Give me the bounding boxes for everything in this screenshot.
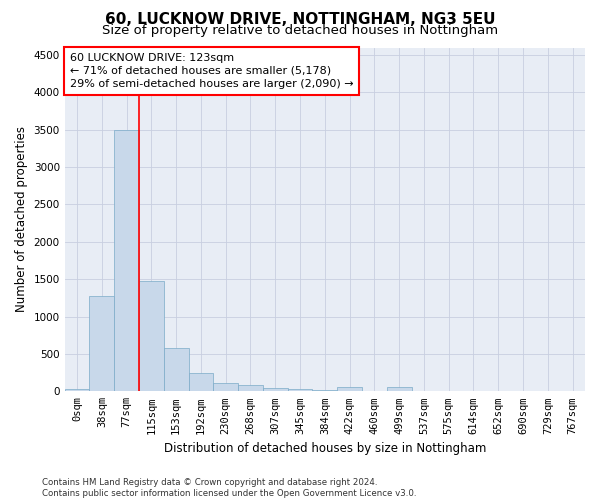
Bar <box>89 296 114 392</box>
Y-axis label: Number of detached properties: Number of detached properties <box>15 126 28 312</box>
X-axis label: Distribution of detached houses by size in Nottingham: Distribution of detached houses by size … <box>164 442 486 455</box>
Bar <box>114 130 139 392</box>
Bar <box>313 390 337 392</box>
Text: 60, LUCKNOW DRIVE, NOTTINGHAM, NG3 5EU: 60, LUCKNOW DRIVE, NOTTINGHAM, NG3 5EU <box>105 12 495 28</box>
Text: 60 LUCKNOW DRIVE: 123sqm
← 71% of detached houses are smaller (5,178)
29% of sem: 60 LUCKNOW DRIVE: 123sqm ← 71% of detach… <box>70 52 353 89</box>
Bar <box>139 280 164 392</box>
Bar <box>188 374 214 392</box>
Bar <box>337 387 362 392</box>
Text: Size of property relative to detached houses in Nottingham: Size of property relative to detached ho… <box>102 24 498 37</box>
Bar <box>387 387 412 392</box>
Bar <box>65 388 89 392</box>
Text: Contains HM Land Registry data © Crown copyright and database right 2024.
Contai: Contains HM Land Registry data © Crown c… <box>42 478 416 498</box>
Bar <box>214 382 238 392</box>
Bar <box>164 348 188 392</box>
Bar <box>263 388 287 392</box>
Bar <box>287 389 313 392</box>
Bar <box>238 386 263 392</box>
